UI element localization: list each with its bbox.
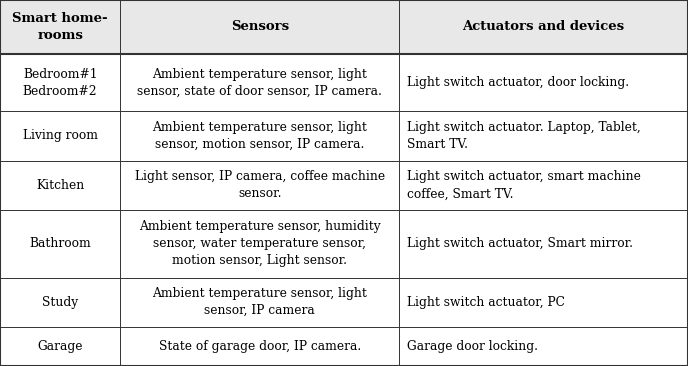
Bar xyxy=(399,111,688,161)
Bar xyxy=(120,0,399,54)
Text: Living room: Living room xyxy=(23,129,98,142)
Text: Bedroom#1
Bedroom#2: Bedroom#1 Bedroom#2 xyxy=(23,68,98,98)
Text: State of garage door, IP camera.: State of garage door, IP camera. xyxy=(159,340,361,353)
Bar xyxy=(120,111,399,161)
Text: Ambient temperature sensor, light
sensor, state of door sensor, IP camera.: Ambient temperature sensor, light sensor… xyxy=(138,68,382,98)
Text: Smart home-
rooms: Smart home- rooms xyxy=(12,12,108,42)
Text: Light switch actuator, PC: Light switch actuator, PC xyxy=(407,296,565,309)
Bar xyxy=(120,278,399,326)
Text: Garage: Garage xyxy=(37,340,83,353)
Text: Light switch actuator. Laptop, Tablet,
Smart TV.: Light switch actuator. Laptop, Tablet, S… xyxy=(407,121,641,151)
Text: Garage door locking.: Garage door locking. xyxy=(407,340,538,353)
Text: Sensors: Sensors xyxy=(230,20,289,34)
Bar xyxy=(399,54,688,111)
Text: Bathroom: Bathroom xyxy=(30,237,91,250)
Bar xyxy=(399,326,688,366)
Bar xyxy=(399,278,688,326)
Text: Light switch actuator, smart machine
coffee, Smart TV.: Light switch actuator, smart machine cof… xyxy=(407,170,641,200)
Bar xyxy=(120,210,399,278)
Bar xyxy=(0,161,120,210)
Bar xyxy=(120,161,399,210)
Bar xyxy=(0,278,120,326)
Text: Ambient temperature sensor, light
sensor, IP camera: Ambient temperature sensor, light sensor… xyxy=(152,287,367,317)
Text: Light sensor, IP camera, coffee machine
sensor.: Light sensor, IP camera, coffee machine … xyxy=(135,170,385,200)
Bar xyxy=(0,326,120,366)
Text: Ambient temperature sensor, humidity
sensor, water temperature sensor,
motion se: Ambient temperature sensor, humidity sen… xyxy=(139,220,380,267)
Bar xyxy=(120,326,399,366)
Text: Kitchen: Kitchen xyxy=(36,179,85,192)
Bar xyxy=(399,210,688,278)
Bar xyxy=(399,161,688,210)
Text: Light switch actuator, door locking.: Light switch actuator, door locking. xyxy=(407,76,630,89)
Text: Light switch actuator, Smart mirror.: Light switch actuator, Smart mirror. xyxy=(407,237,633,250)
Bar xyxy=(0,54,120,111)
Bar xyxy=(0,210,120,278)
Text: Actuators and devices: Actuators and devices xyxy=(462,20,625,34)
Text: Study: Study xyxy=(42,296,78,309)
Bar xyxy=(0,111,120,161)
Text: Ambient temperature sensor, light
sensor, motion sensor, IP camera.: Ambient temperature sensor, light sensor… xyxy=(152,121,367,151)
Bar xyxy=(0,0,120,54)
Bar xyxy=(120,54,399,111)
Bar xyxy=(399,0,688,54)
